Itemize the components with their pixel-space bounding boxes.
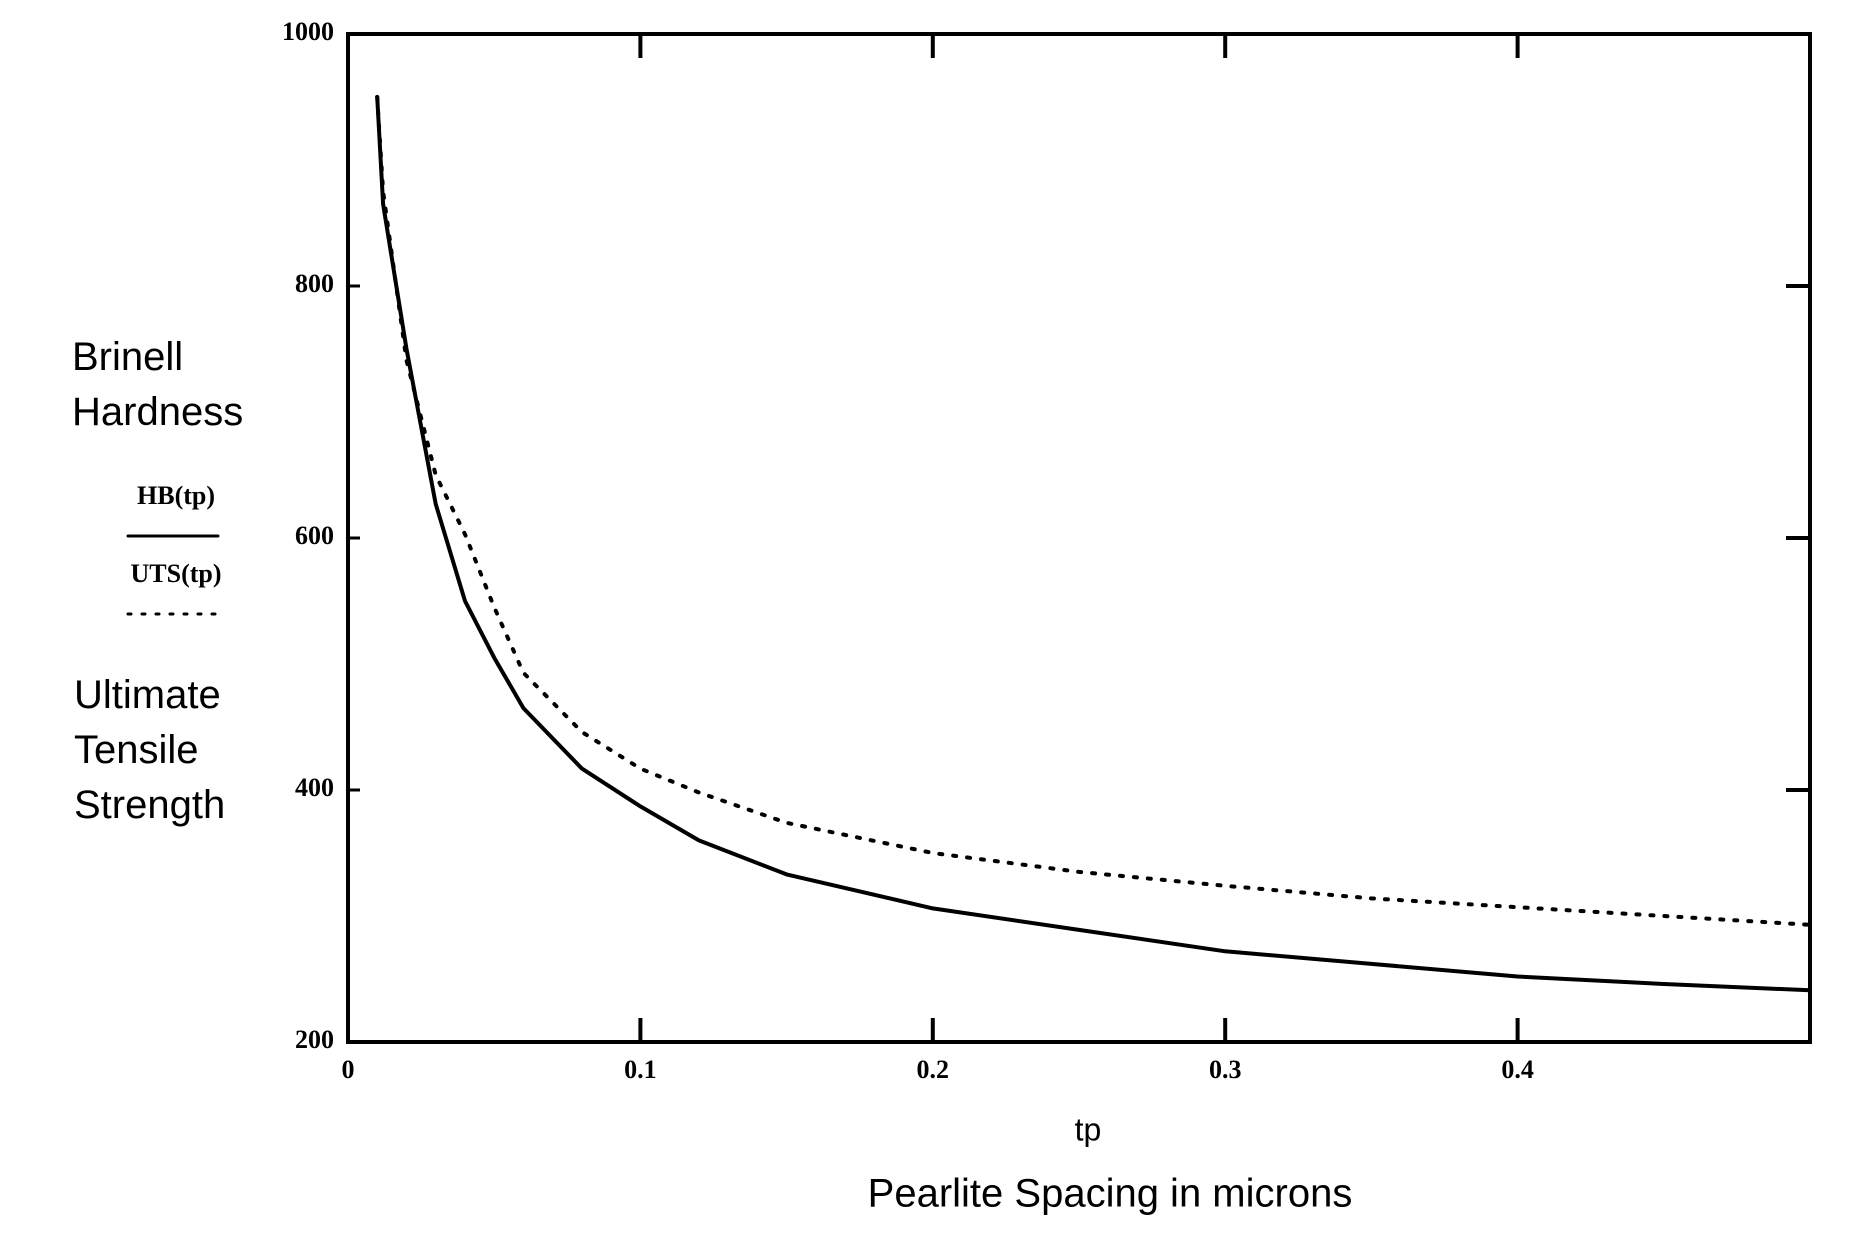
x-axis-caption: Pearlite Spacing in microns: [868, 1172, 1353, 1216]
legend-label: HB(tp): [137, 481, 215, 510]
data-line: [377, 97, 1810, 990]
y-tick-label: 200: [295, 1025, 334, 1054]
legend-label: UTS(tp): [130, 559, 221, 588]
x-axis-label: tp: [1075, 1111, 1102, 1147]
plot-frame: [348, 34, 1810, 1042]
y-tick-label: 400: [295, 773, 334, 802]
x-tick-label: 0.3: [1209, 1055, 1242, 1084]
y-tick-label: 600: [295, 521, 334, 550]
y-axis-label: Ultimate Tensile Strength: [74, 668, 254, 833]
y-axis-label: Brinell Hardness: [72, 330, 282, 440]
x-tick-label: 0.4: [1501, 1055, 1534, 1084]
x-tick-label: 0: [342, 1055, 355, 1084]
y-tick-label: 1000: [282, 17, 334, 46]
x-tick-label: 0.1: [624, 1055, 657, 1084]
data-line: [377, 97, 1810, 925]
x-tick-label: 0.2: [917, 1055, 950, 1084]
y-tick-label: 800: [295, 269, 334, 298]
